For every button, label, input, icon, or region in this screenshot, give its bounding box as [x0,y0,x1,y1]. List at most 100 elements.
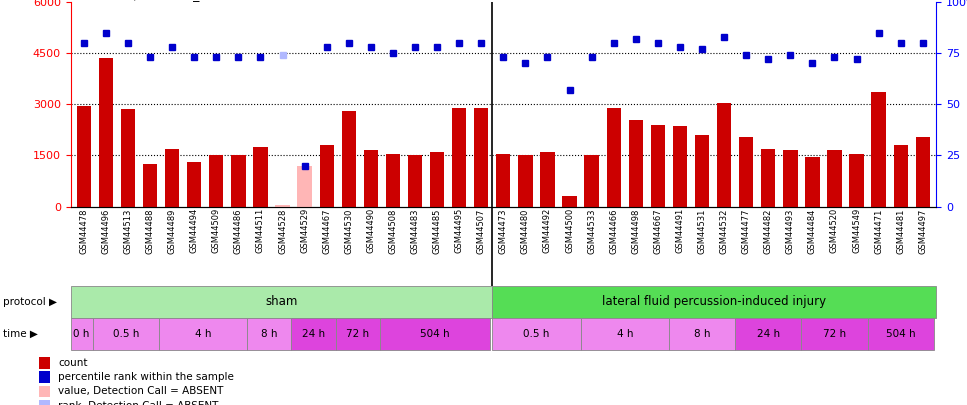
Text: rank, Detection Call = ABSENT: rank, Detection Call = ABSENT [58,401,219,405]
Bar [76,106,91,207]
Text: count: count [58,358,88,368]
Text: 0.5 h: 0.5 h [112,329,139,339]
FancyBboxPatch shape [867,318,934,350]
Bar [916,136,930,207]
Text: GSM44500: GSM44500 [565,208,574,254]
Bar [319,145,334,207]
Text: GSM44484: GSM44484 [807,208,817,254]
Text: 0 h: 0 h [73,329,90,339]
Bar [541,152,555,207]
Bar [165,149,179,207]
Text: GSM44485: GSM44485 [432,208,442,254]
Bar [651,125,665,207]
Bar [739,136,753,207]
Text: sham: sham [265,295,298,308]
Text: GSM44480: GSM44480 [521,208,530,254]
Bar [584,156,599,207]
Bar [253,147,268,207]
Bar [276,205,290,207]
Text: GSM44520: GSM44520 [830,208,839,254]
FancyBboxPatch shape [71,318,93,350]
FancyBboxPatch shape [159,318,248,350]
Bar [894,145,908,207]
Bar [563,196,576,207]
Text: GSM44489: GSM44489 [167,208,177,254]
Bar [187,162,201,207]
Bar [452,108,466,207]
Text: GSM44509: GSM44509 [212,208,220,254]
Text: GSM44494: GSM44494 [190,208,199,254]
FancyBboxPatch shape [735,318,802,350]
Text: GSM44497: GSM44497 [919,208,927,254]
Bar [209,156,223,207]
Bar [761,149,776,207]
Bar [39,386,50,397]
Text: GSM44508: GSM44508 [389,208,397,254]
Text: GSM44531: GSM44531 [697,208,707,254]
Text: GSM44473: GSM44473 [499,208,508,254]
Text: GSM44488: GSM44488 [146,208,155,254]
Bar [386,154,400,207]
Text: GSM44490: GSM44490 [366,208,375,254]
Text: GSM44533: GSM44533 [587,208,596,254]
Text: 4 h: 4 h [617,329,633,339]
FancyBboxPatch shape [669,318,735,350]
FancyBboxPatch shape [248,318,291,350]
Bar [606,108,621,207]
Bar [518,156,533,207]
Text: GSM44471: GSM44471 [874,208,883,254]
Text: GSM44467: GSM44467 [322,208,332,254]
Bar [341,111,356,207]
Text: 24 h: 24 h [757,329,779,339]
Text: GSM44495: GSM44495 [454,208,463,254]
Text: lateral fluid percussion-induced injury: lateral fluid percussion-induced injury [602,295,826,308]
Text: percentile rank within the sample: percentile rank within the sample [58,372,234,382]
Bar [39,371,50,383]
Text: GSM44507: GSM44507 [477,208,485,254]
FancyBboxPatch shape [492,318,580,350]
Text: GSM44532: GSM44532 [719,208,728,254]
FancyBboxPatch shape [492,286,936,318]
FancyBboxPatch shape [802,318,867,350]
Text: GSM44477: GSM44477 [742,208,750,254]
Text: GSM44498: GSM44498 [631,208,640,254]
Bar [364,150,378,207]
Text: GSM44486: GSM44486 [234,208,243,254]
Bar [673,126,688,207]
Text: 72 h: 72 h [346,329,369,339]
Text: protocol ▶: protocol ▶ [3,297,57,307]
Text: 8 h: 8 h [261,329,278,339]
Bar [39,400,50,405]
Bar [39,357,50,369]
Text: GSM44482: GSM44482 [764,208,773,254]
Text: GSM44492: GSM44492 [543,208,552,254]
Bar [121,109,135,207]
Text: GSM44528: GSM44528 [278,208,287,254]
Bar [99,58,113,207]
Text: 8 h: 8 h [693,329,711,339]
FancyBboxPatch shape [291,318,336,350]
Text: GDS2851 / M58758_at: GDS2851 / M58758_at [71,0,212,1]
Text: 0.5 h: 0.5 h [523,329,549,339]
FancyBboxPatch shape [336,318,380,350]
Bar [231,156,246,207]
Bar [849,154,864,207]
Text: GSM44481: GSM44481 [896,208,905,254]
Bar [496,154,511,207]
Bar [828,150,841,207]
Text: 504 h: 504 h [886,329,916,339]
Text: time ▶: time ▶ [3,329,38,339]
FancyBboxPatch shape [380,318,490,350]
Bar [695,135,709,207]
Bar [430,152,444,207]
Text: GSM44529: GSM44529 [300,208,309,254]
Bar [717,102,731,207]
Text: GSM44466: GSM44466 [609,208,618,254]
Bar [143,164,158,207]
Text: GSM44513: GSM44513 [124,208,132,254]
Text: 504 h: 504 h [420,329,450,339]
Bar [806,157,820,207]
Text: GSM44530: GSM44530 [344,208,353,254]
Text: 4 h: 4 h [194,329,212,339]
FancyBboxPatch shape [93,318,159,350]
